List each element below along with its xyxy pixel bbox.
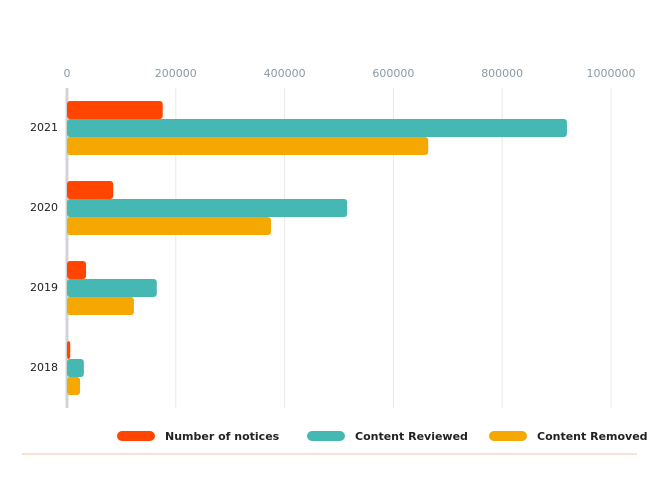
bar: [67, 297, 134, 315]
bar: [67, 261, 87, 279]
bar: [67, 101, 163, 119]
legend-swatch: [489, 431, 527, 441]
bar: [67, 341, 71, 359]
y-tick-label: 2020: [30, 201, 58, 214]
legend-label: Content Removed: [537, 430, 648, 443]
y-tick-label: 2019: [30, 281, 58, 294]
y-tick-label: 2021: [30, 121, 58, 134]
x-tick-label: 800000: [481, 67, 523, 80]
bar: [67, 137, 429, 155]
x-tick-label: 400000: [264, 67, 306, 80]
x-tick-label: 600000: [372, 67, 414, 80]
x-tick-label: 0: [64, 67, 71, 80]
y-tick-label: 2018: [30, 361, 58, 374]
x-tick-label: 200000: [155, 67, 197, 80]
bar: [67, 217, 271, 235]
bar: [67, 359, 84, 377]
legend-swatch: [117, 431, 155, 441]
legend-label: Number of notices: [165, 430, 280, 443]
x-tick-label: 1000000: [587, 67, 636, 80]
legend-label: Content Reviewed: [355, 430, 468, 443]
bar: [67, 377, 81, 395]
bar: [67, 279, 157, 297]
bar: [67, 119, 567, 137]
bar: [67, 181, 114, 199]
legend-swatch: [307, 431, 345, 441]
bar: [67, 199, 348, 217]
